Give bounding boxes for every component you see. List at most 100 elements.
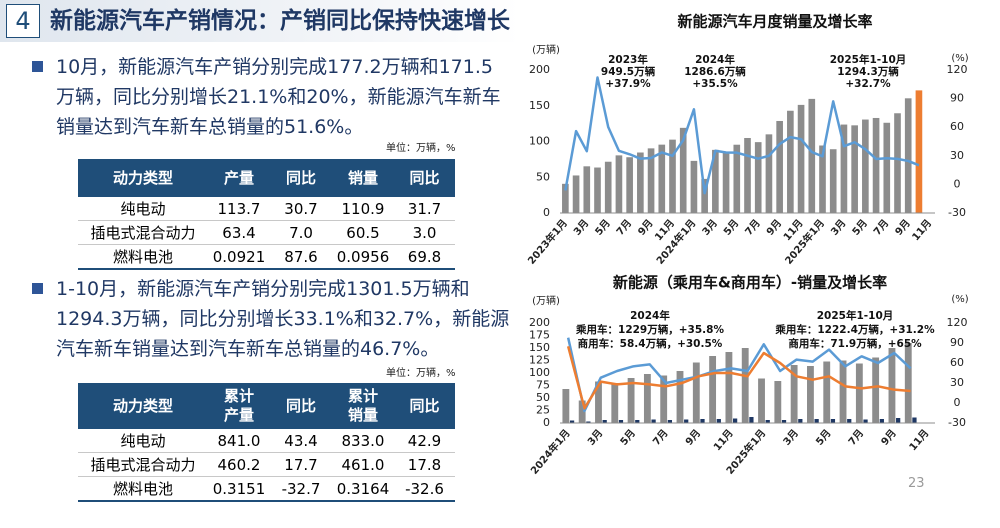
bar [615,155,623,213]
bar [781,420,787,423]
table-cell: 833.0 [332,429,394,453]
slide-title: 新能源汽车产销情况：产销同比保持快速增长 [50,8,510,34]
bar [879,419,884,423]
y-axis-label: (万辆) [532,43,560,56]
annotation: 2025年1-10月 [830,53,907,66]
bar [712,149,719,213]
annotation: 949.5万辆 [601,65,656,78]
table-row: 燃料电池 0.0921 87.6 0.0956 69.8 [78,244,455,270]
cell-text: 0.0921 [212,247,266,266]
table-row: 纯电动 113.7 30.7 110.9 31.7 [78,197,455,221]
table-row: 纯电动 841.0 43.4 833.0 42.9 [78,429,455,453]
column-header: 同比 [394,159,455,197]
table-cell: 燃料电池 [78,476,208,502]
table-cell: 0.0956 [332,244,394,270]
bar [790,365,798,423]
y2-tick-label: -30 [948,416,966,429]
table-cell: 841.0 [208,429,270,453]
bar [847,419,852,423]
table-cell: 87.6 [270,244,332,270]
cell-text: 69.8 [407,247,442,266]
x-tick-label: 7月 [614,217,634,238]
y-tick-label: 50 [536,170,550,183]
x-tick-label: 3月 [700,217,720,238]
y2-tick-label: 0 [954,396,961,409]
table-cell: 0.3164 [332,476,394,502]
bullet-text: 10月，新能源汽车产销分别完成177.2万辆和171.5万辆，同比分别增长21.… [56,56,501,138]
x-tick-label: 9月 [893,217,913,238]
annotation: 乘用车：1222.4万辆，+31.2% [774,323,935,336]
x-tick-label: 5月 [814,427,834,448]
bar [586,421,591,423]
bar [912,417,917,423]
bar [855,363,863,423]
bar [725,352,733,423]
table-cell: 插电式混合动力 [78,220,208,245]
x-tick-label: 9月 [683,427,703,448]
y-tick-label: 0 [543,206,550,219]
cell-text: 0.3151 [212,479,266,498]
x-tick-label: 3月 [781,427,801,448]
table-unit: 单位：万辆，% [386,368,456,379]
bar [684,419,689,423]
bar [754,142,762,213]
y2-tick-label: 120 [947,316,968,329]
cell-text: -32.6 [405,479,444,498]
page-number: 23 [908,476,925,491]
table-cell: 69.8 [394,244,455,270]
table: 动力类型 产量 同比 销量 同比 纯电动 113.7 30.7 110.9 31.7 插电式混合动力… [78,159,455,270]
y2-tick-label: 30 [950,376,964,389]
cell-text: 30.7 [284,199,318,218]
table-row: 插电式混合动力 63.4 7.0 60.5 3.0 [78,220,455,245]
x-tick-label: 5月 [618,427,638,448]
cell-text: 0.0956 [336,247,390,266]
annotation: 商用车：71.9万辆，+65% [788,337,922,350]
x-tick-label: 9月 [636,217,656,238]
bar [883,122,891,213]
table-cell: 17.7 [270,452,332,477]
table-cell: 0.0921 [208,244,270,270]
bar [894,113,901,213]
cell-text: 17.7 [284,455,318,474]
annotation: 2024年 [630,309,670,322]
bar [765,134,773,213]
bar [635,420,640,423]
y2-axis-label: (%) [951,294,968,305]
annotation: 1286.6万辆 [684,65,746,78]
y2-axis-label: (%) [951,53,968,64]
table-cell: 110.9 [332,197,394,221]
x-tick-label: 5月 [721,217,741,238]
x-tick-label: 9月 [764,217,784,238]
bar [692,362,700,423]
cell-text: 113.7 [217,199,261,218]
column-header: 动力类型 [78,383,208,429]
y2-tick-label: 120 [947,63,968,76]
x-tick-label: 5月 [850,217,870,238]
column-header: 累计 产量 [208,383,270,429]
y-tick-label: 75 [536,379,550,392]
annotation: 2024年 [695,53,735,66]
x-tick-label: 3月 [828,217,848,238]
bar [862,119,869,213]
annotation: 乘用车：1229万辆，+35.8% [575,323,724,336]
charts: 新能源汽车月度销量及增长率 (万辆) (%) 0 50 100 150 200 -30 0 30 60… [525,13,969,477]
cell-text: 42.9 [407,431,442,450]
bullet: 1-10月，新能源汽车产销分别完成1301.5万辆和1294.3万辆，同比分别增… [32,274,510,364]
x-tick-label: 11月 [711,427,736,453]
bar [733,144,741,213]
table-cell: 燃料电池 [78,244,208,270]
x-tick-label: 2024年1月 [528,427,573,477]
y2-tick-label: 60 [950,120,964,133]
y-tick-label: 50 [536,391,550,404]
bar [602,420,607,423]
bar [872,357,880,423]
chart-title: 新能源汽车月度销量及增长率 [677,13,872,31]
y-axis-label: (万辆) [532,294,560,307]
table-cell: 113.7 [208,197,270,221]
line-series [564,76,920,195]
bar [583,166,591,213]
bar [669,139,676,213]
y-tick-label: 100 [529,135,550,148]
bar [709,356,717,423]
bar [830,419,836,423]
